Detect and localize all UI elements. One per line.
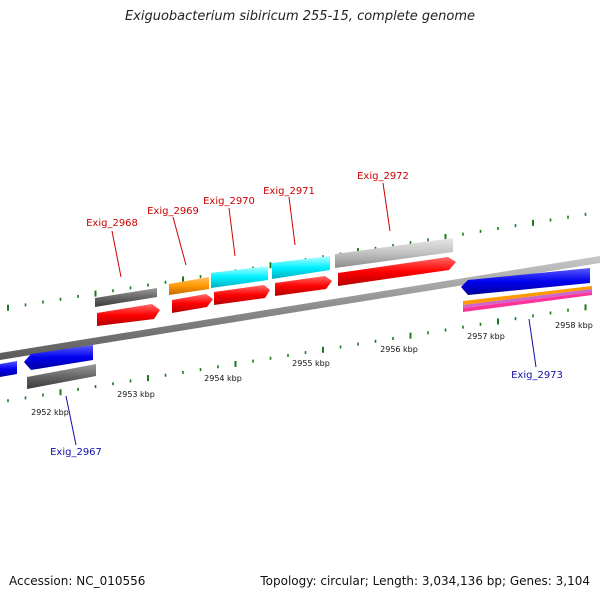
gene-label[interactable]: Exig_2971 bbox=[263, 186, 315, 197]
gene-Exig_2967[interactable] bbox=[24, 345, 96, 389]
callout-Exig_2969 bbox=[172, 216, 187, 266]
gene-Exig_2969[interactable] bbox=[169, 277, 213, 313]
scale-label: 2954 kbp bbox=[204, 374, 242, 383]
gene-Exig_2972[interactable] bbox=[335, 238, 456, 286]
genome-backbone bbox=[0, 256, 600, 360]
scale-label: 2952 kbp bbox=[31, 408, 69, 417]
gene-Exig_2968[interactable] bbox=[95, 288, 160, 326]
scale-label: 2955 kbp bbox=[292, 359, 330, 368]
gene-label[interactable]: Exig_2967 bbox=[50, 447, 102, 458]
gene-label[interactable]: Exig_2968 bbox=[86, 218, 138, 229]
callout-Exig_2970 bbox=[228, 207, 236, 257]
accession-label: Accession: NC_010556 bbox=[9, 574, 146, 588]
scale-label: 2957 kbp bbox=[467, 332, 505, 341]
callout-Exig_2971 bbox=[288, 196, 296, 246]
callout-Exig_2973 bbox=[528, 318, 537, 368]
scale-label: 2958 kbp bbox=[555, 321, 593, 330]
callout-Exig_2968 bbox=[111, 230, 122, 278]
genome-title: Exiguobacterium sibiricum 255-15, comple… bbox=[124, 9, 476, 24]
gene-label[interactable]: Exig_2969 bbox=[147, 206, 199, 217]
callout-Exig_2967 bbox=[65, 395, 77, 446]
gene-label[interactable]: Exig_2972 bbox=[357, 171, 409, 182]
gene-Exig_2966-partial[interactable] bbox=[0, 361, 17, 377]
gene-label[interactable]: Exig_2970 bbox=[203, 196, 255, 207]
scale-label: 2956 kbp bbox=[380, 345, 418, 354]
scale-ticks bbox=[7, 212, 587, 403]
callout-Exig_2972 bbox=[382, 182, 391, 232]
scale-label: 2953 kbp bbox=[117, 390, 155, 399]
gene-label[interactable]: Exig_2973 bbox=[511, 370, 563, 381]
gene-Exig_2971[interactable] bbox=[272, 256, 332, 296]
gene-Exig_2970[interactable] bbox=[211, 266, 270, 305]
gene-Exig_2973[interactable] bbox=[461, 268, 592, 312]
genome-stats-label: Topology: circular; Length: 3,034,136 bp… bbox=[260, 574, 590, 588]
